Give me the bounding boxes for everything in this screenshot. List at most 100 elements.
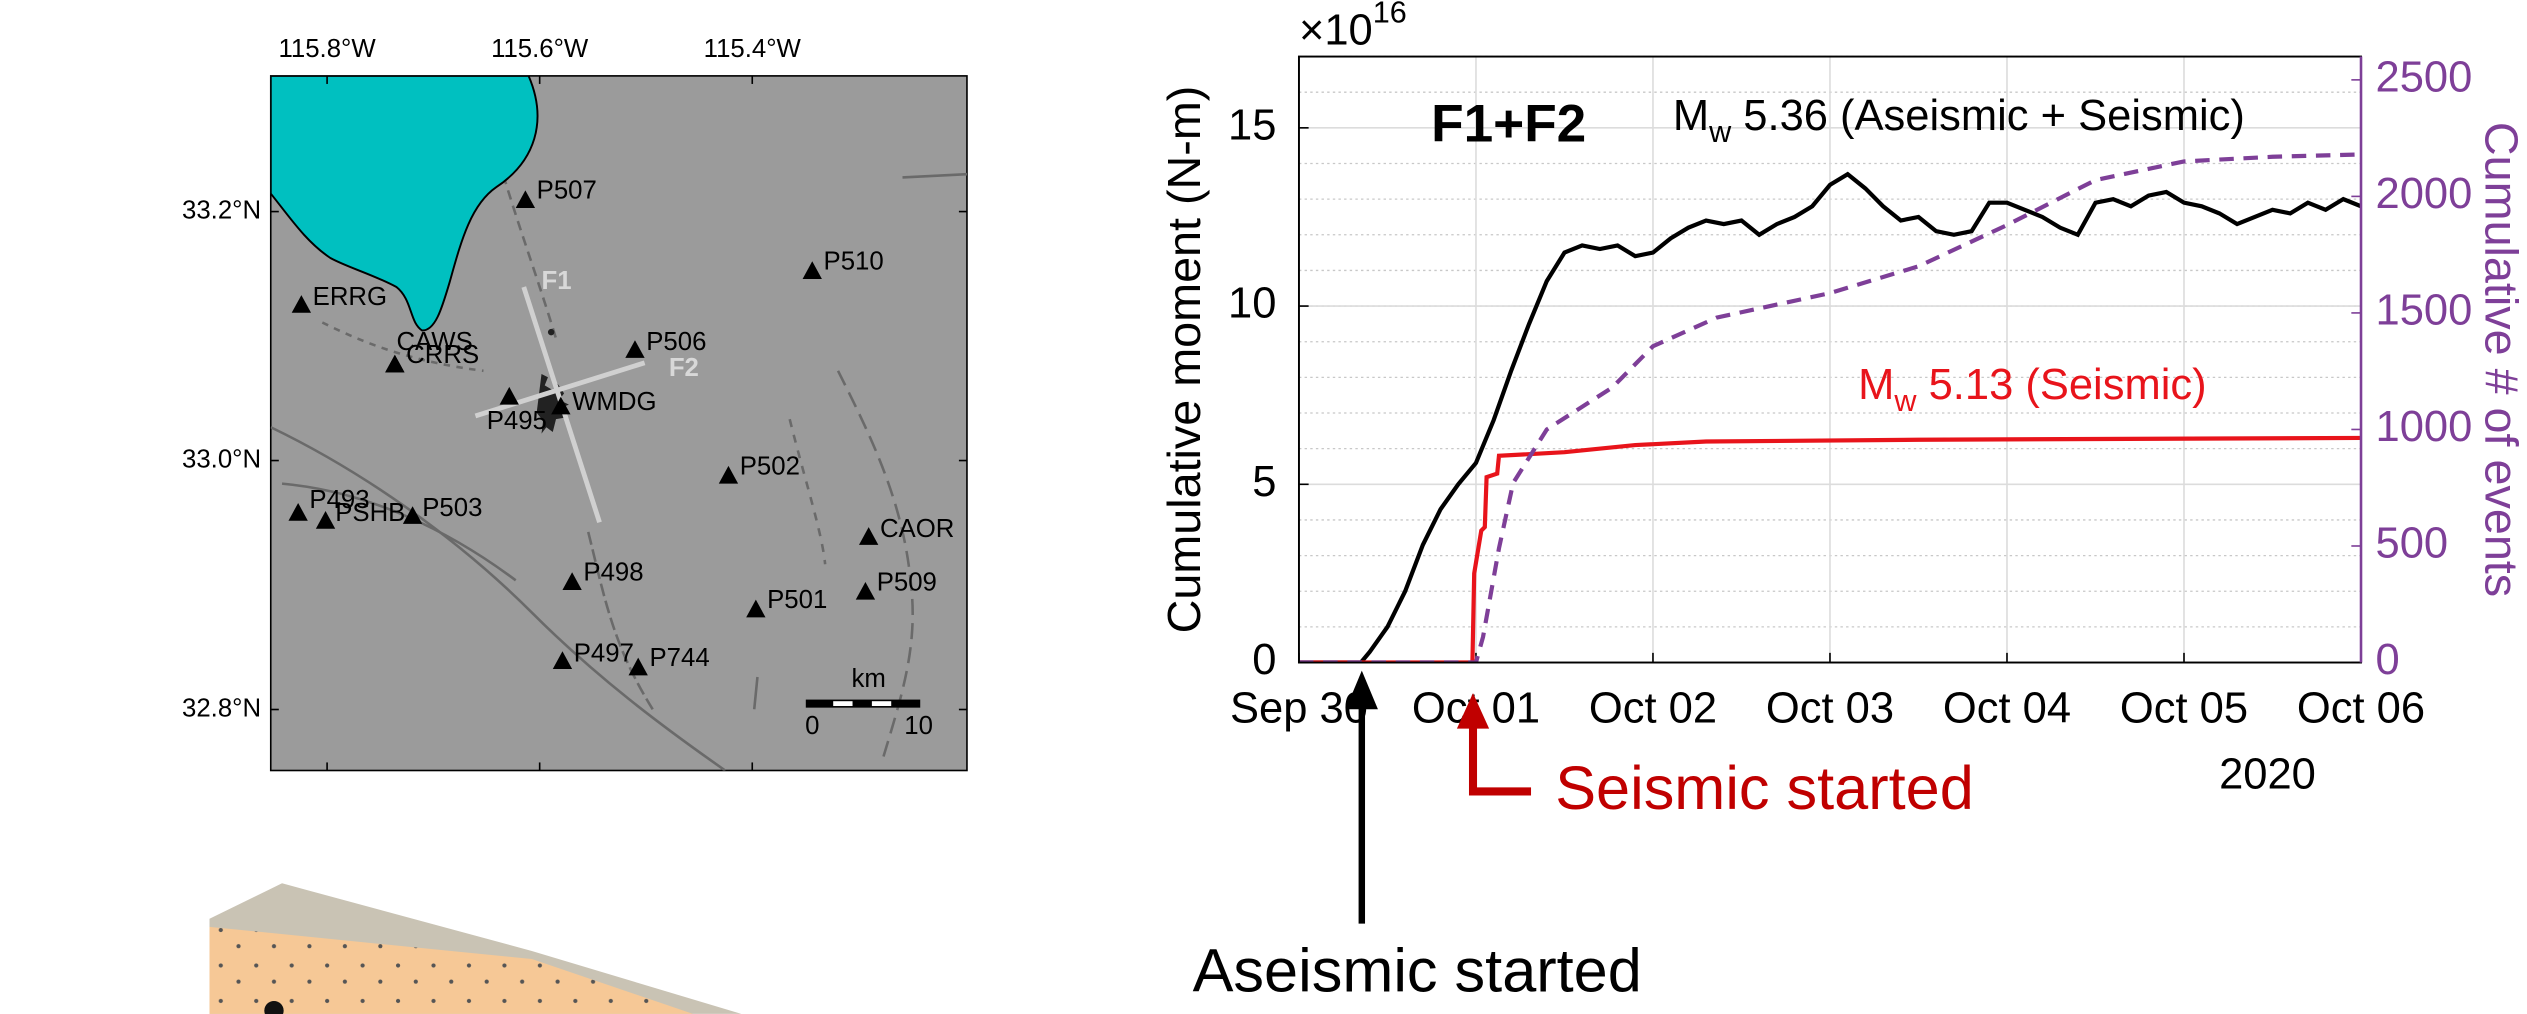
- fault-trace: [270, 426, 726, 771]
- magnitude-label: Mw 5.13 (Seismic): [1858, 360, 2206, 418]
- station-label: ERRG: [313, 283, 387, 311]
- y2-tick-label: 500: [2376, 519, 2449, 567]
- lake: [270, 75, 539, 332]
- lat-tick-label: 32.8°N: [182, 694, 261, 722]
- scale-bar-segment: [833, 701, 853, 707]
- magnitude-subscript: w: [1708, 115, 1732, 149]
- y2-tick-label: 1500: [2376, 286, 2473, 334]
- fault-label: F2: [669, 354, 699, 382]
- scale-unit: km: [851, 665, 885, 693]
- station-marker: [499, 386, 519, 405]
- station-marker: [718, 465, 739, 484]
- lon-tick-label: 115.8°W: [278, 35, 376, 63]
- block-diagram-fragment: [209, 883, 742, 1014]
- plot-area: [1298, 152, 2362, 663]
- station-marker: [625, 340, 645, 358]
- seismic-label: Seismic started: [1555, 754, 1974, 822]
- fault-trace: [752, 676, 759, 710]
- station-marker: [551, 396, 571, 415]
- y-tick-label: 5: [1252, 458, 1276, 506]
- y-tick-label: 15: [1228, 101, 1276, 149]
- fault-trace: [788, 418, 827, 565]
- map-ticks: 115.8°W 115.6°W 115.4°W 33.2°N 33.0°N 32.8°N: [182, 35, 967, 771]
- station-label: P493: [309, 486, 369, 514]
- seismic-arrowhead: [1456, 693, 1490, 729]
- y2-tick-label: 1000: [2376, 403, 2473, 451]
- lon-tick-label: 115.4°W: [704, 35, 802, 63]
- station-label: P510: [824, 248, 884, 276]
- series-line: [1298, 152, 2362, 663]
- station-label: WMDG: [572, 388, 656, 416]
- y-multiplier: ×1016: [1299, 0, 1407, 54]
- scale-bar: km 0 10: [805, 665, 933, 740]
- station-marker: [291, 295, 312, 313]
- station-label: PSHB: [335, 499, 405, 527]
- x-tick-label: Oct 04: [1943, 684, 2071, 732]
- magnitude-subscript: w: [1893, 384, 1917, 418]
- scale-label: 10: [904, 712, 933, 740]
- station-label: P506: [646, 328, 706, 356]
- station-marker: [402, 506, 423, 524]
- series-line: [1298, 435, 2362, 663]
- y-tick-label: 10: [1228, 280, 1276, 328]
- station-label: P498: [583, 559, 643, 587]
- station-label: P502: [740, 452, 800, 480]
- x-tick-label: Oct 02: [1589, 684, 1717, 732]
- station-marker: [288, 502, 308, 521]
- magnitude-symbol: M: [1858, 360, 1894, 408]
- chart: Sep 30 Oct 01 Oct 02 Oct 03 Oct 04 Oct 05 Oct …: [1158, 0, 2527, 1004]
- station-label: CAOR: [880, 515, 954, 543]
- lat-tick-label: 33.0°N: [182, 445, 261, 473]
- station-label: P744: [649, 644, 709, 672]
- station-label: P495: [487, 407, 547, 435]
- seismic-arrow: [1468, 725, 1532, 796]
- x-tick-label: Oct 03: [1766, 684, 1894, 732]
- station-label: CAWS: [396, 328, 472, 356]
- magnitude-text: 5.36 (Aseismic + Seismic): [1731, 91, 2245, 139]
- station-label: P501: [767, 586, 827, 614]
- y2-axis-label: Cumulative # of events: [2476, 122, 2527, 597]
- multiplier-exponent: 16: [1373, 0, 1407, 30]
- station-marker: [746, 599, 766, 618]
- station-marker: [552, 651, 573, 669]
- lon-tick-label: 115.6°W: [491, 35, 589, 63]
- station-marker: [515, 190, 536, 209]
- y2-tick-label: 2000: [2376, 170, 2473, 218]
- station-label: P507: [537, 177, 597, 205]
- fault-model-f2: [474, 360, 646, 419]
- fault-trace: [836, 370, 914, 758]
- station-marker: [628, 657, 648, 676]
- magnitude-text: 5.13 (Seismic): [1917, 360, 2207, 408]
- station-label: CRRS: [406, 341, 479, 369]
- x-sublabel: 2020: [2219, 750, 2316, 798]
- y-axis-label: Cumulative moment (N-m): [1158, 86, 1210, 634]
- station-marker: [385, 354, 405, 373]
- station-marker: [858, 527, 879, 545]
- event-dot: [547, 328, 555, 336]
- aseismic-label: Aseismic started: [1193, 936, 1642, 1004]
- multiplier-base: ×10: [1299, 6, 1373, 54]
- magnitude-label: Mw 5.36 (Aseismic + Seismic): [1673, 91, 2245, 149]
- aseismic-arrowhead: [1345, 670, 1378, 710]
- fault-trace: [586, 531, 654, 710]
- fault-label: F1: [542, 267, 572, 295]
- fault-trace: [321, 321, 484, 373]
- series-line: [1298, 171, 2362, 663]
- station-label: P497: [574, 639, 634, 667]
- y2-tick-label: 0: [2376, 636, 2400, 684]
- y-tick-label: 0: [1252, 636, 1276, 684]
- station-marker: [315, 511, 336, 529]
- fault-trace: [902, 172, 967, 179]
- panel-label: F1+F2: [1431, 95, 1586, 154]
- magnitude-symbol: M: [1673, 91, 1709, 139]
- scale-bar-segment: [871, 701, 892, 707]
- scale-bar-body: [805, 699, 921, 708]
- x-tick-label: Oct 05: [2120, 684, 2248, 732]
- scale-label: 0: [805, 712, 819, 740]
- station-marker: [562, 572, 582, 590]
- block-marker: [264, 1000, 284, 1014]
- lat-tick-label: 33.2°N: [182, 196, 261, 224]
